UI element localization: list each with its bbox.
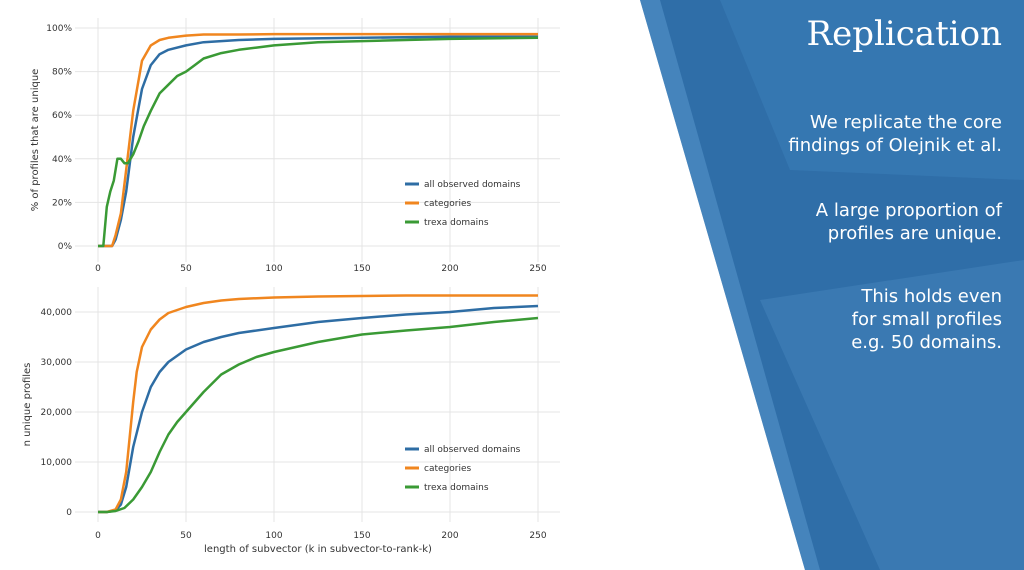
- x-tick-label: 0: [95, 531, 101, 541]
- panel-highlight-2: [760, 260, 1024, 570]
- legend-label: categories: [424, 464, 471, 474]
- x-tick-label: 250: [529, 264, 546, 274]
- legend-label: categories: [424, 199, 471, 209]
- series-line-trexa-domains: [98, 36, 539, 248]
- legend-label: all observed domains: [424, 445, 521, 455]
- x-tick-label: 200: [441, 531, 458, 541]
- panel-highlight: [720, 0, 1024, 180]
- series-line-trexa-domains: [98, 316, 539, 514]
- y-axis-label: % of profiles that are unique: [30, 69, 41, 212]
- legend-label: trexa domains: [424, 218, 489, 228]
- panel-edge: [640, 0, 820, 570]
- y-tick-label: 0: [66, 508, 72, 518]
- x-tick-label: 50: [180, 531, 192, 541]
- x-tick-label: 250: [529, 531, 546, 541]
- y-tick-label: 100%: [46, 24, 72, 34]
- x-tick-label: 150: [353, 264, 370, 274]
- x-tick-label: 0: [95, 264, 101, 274]
- x-tick-label: 200: [441, 264, 458, 274]
- x-tick-label: 100: [265, 531, 282, 541]
- paragraph-small-profiles: This holds even for small profiles e.g. …: [851, 286, 1002, 353]
- y-tick-label: 0%: [58, 242, 73, 252]
- y-tick-label: 10,000: [41, 458, 73, 468]
- legend-label: trexa domains: [424, 483, 489, 493]
- y-tick-label: 20%: [52, 198, 72, 208]
- series-line-categories: [98, 32, 538, 248]
- charts-area: 0 50 100 150 200 250 0% 20% 40% 60% 80% 100% % of pr…: [22, 18, 560, 555]
- y-tick-label: 80%: [52, 68, 72, 78]
- y-axis-label: n unique profiles: [22, 363, 33, 447]
- y-tick-label: 60%: [52, 111, 72, 121]
- series-line-all-observed-domains: [98, 304, 539, 514]
- slide-title: Replication: [806, 14, 1002, 54]
- y-tick-label: 40,000: [41, 308, 73, 318]
- y-tick-label: 20,000: [41, 408, 73, 418]
- x-tick-label: 150: [353, 531, 370, 541]
- paragraph-replicate: We replicate the core findings of Olejni…: [788, 112, 1002, 156]
- legend-label: all observed domains: [424, 180, 521, 190]
- x-tick-label: 100: [265, 264, 282, 274]
- series-line-categories: [98, 294, 538, 514]
- x-tick-label: 50: [180, 264, 192, 274]
- paragraph-proportion: A large proportion of profiles are uniqu…: [815, 200, 1002, 244]
- y-tick-label: 40%: [52, 155, 72, 165]
- x-axis-label: length of subvector (k in subvector-to-r…: [204, 544, 432, 555]
- y-tick-label: 30,000: [41, 358, 73, 368]
